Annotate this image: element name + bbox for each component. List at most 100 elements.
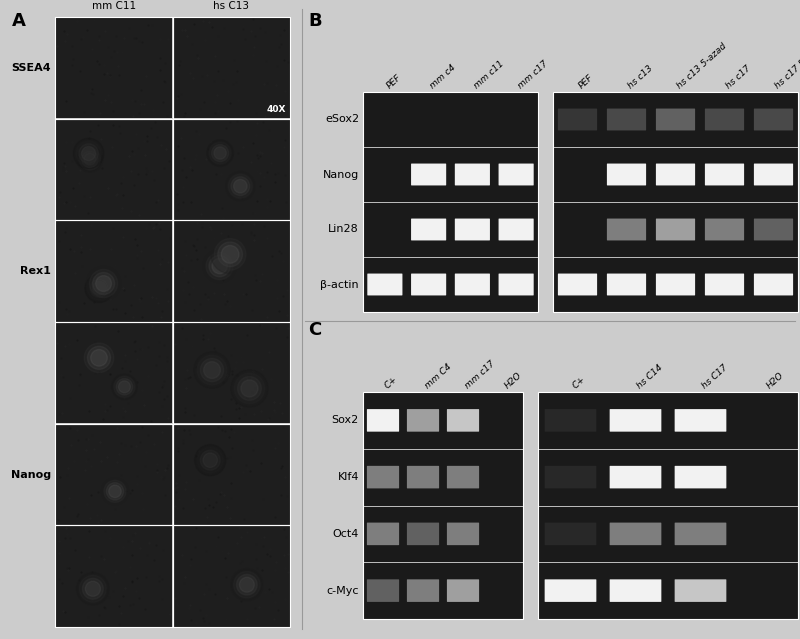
Text: hs c13 5-azad: hs c13 5-azad [675, 41, 729, 90]
Circle shape [74, 138, 104, 169]
Bar [55, 323, 172, 423]
Bar [173, 526, 290, 626]
FancyBboxPatch shape [407, 580, 439, 602]
FancyBboxPatch shape [754, 273, 793, 295]
Circle shape [87, 277, 111, 300]
Text: Nanog: Nanog [11, 470, 51, 479]
FancyBboxPatch shape [455, 219, 490, 240]
Circle shape [197, 355, 227, 385]
Text: hs C13: hs C13 [214, 1, 250, 11]
Text: mm c17: mm c17 [463, 358, 497, 390]
FancyBboxPatch shape [610, 580, 662, 602]
FancyBboxPatch shape [558, 109, 597, 130]
FancyBboxPatch shape [407, 466, 439, 488]
Text: Rex1: Rex1 [20, 266, 51, 276]
Text: Oct4: Oct4 [333, 529, 359, 539]
Circle shape [239, 577, 254, 592]
Bar [173, 17, 290, 118]
Circle shape [203, 249, 236, 282]
FancyBboxPatch shape [558, 273, 597, 295]
Bar [55, 221, 172, 321]
Text: H2O: H2O [503, 370, 524, 390]
Circle shape [204, 362, 220, 378]
Circle shape [82, 151, 98, 167]
Bar [173, 17, 290, 119]
FancyBboxPatch shape [607, 109, 646, 130]
Bar [173, 119, 290, 220]
Circle shape [206, 252, 234, 280]
Bar [553, 92, 798, 312]
Bar [363, 92, 538, 312]
FancyBboxPatch shape [447, 580, 479, 602]
FancyBboxPatch shape [656, 109, 695, 130]
Bar [173, 119, 290, 220]
FancyBboxPatch shape [607, 273, 646, 295]
Circle shape [194, 445, 226, 476]
Circle shape [206, 140, 234, 166]
Circle shape [116, 378, 133, 395]
Circle shape [209, 142, 231, 164]
FancyBboxPatch shape [610, 466, 662, 488]
FancyBboxPatch shape [498, 273, 534, 295]
FancyBboxPatch shape [754, 109, 793, 130]
Bar [173, 323, 290, 423]
Bar [55, 119, 172, 220]
FancyBboxPatch shape [674, 523, 726, 545]
FancyBboxPatch shape [411, 273, 446, 295]
Circle shape [90, 279, 108, 297]
Text: 40X: 40X [266, 105, 286, 114]
Bar [173, 525, 290, 627]
Circle shape [234, 571, 260, 598]
Circle shape [198, 447, 223, 473]
Text: mm c17: mm c17 [516, 59, 550, 90]
Text: Sox2: Sox2 [332, 415, 359, 426]
FancyBboxPatch shape [545, 580, 596, 602]
Text: hs c13: hs c13 [626, 63, 654, 90]
Bar [55, 17, 172, 118]
Text: Nanog: Nanog [322, 169, 359, 180]
Circle shape [211, 235, 250, 273]
Circle shape [81, 340, 117, 376]
Circle shape [77, 573, 110, 605]
Circle shape [118, 381, 130, 393]
Bar [173, 322, 290, 424]
FancyBboxPatch shape [545, 466, 596, 488]
FancyBboxPatch shape [411, 164, 446, 185]
Text: hs c17 5-azad: hs c17 5-azad [774, 41, 800, 90]
Circle shape [200, 450, 220, 470]
Circle shape [102, 478, 129, 505]
Text: C+: C+ [570, 374, 586, 390]
Circle shape [218, 242, 242, 266]
FancyBboxPatch shape [674, 466, 726, 488]
Text: hs c17: hs c17 [725, 63, 753, 90]
Circle shape [230, 569, 263, 601]
Circle shape [77, 146, 102, 172]
Circle shape [203, 453, 218, 467]
Text: hs C14: hs C14 [635, 362, 665, 390]
Circle shape [90, 350, 107, 366]
FancyBboxPatch shape [705, 109, 744, 130]
Circle shape [214, 238, 246, 270]
FancyBboxPatch shape [407, 523, 439, 545]
Circle shape [212, 258, 227, 273]
Text: mm c4: mm c4 [429, 63, 458, 90]
Circle shape [194, 352, 230, 389]
FancyBboxPatch shape [607, 164, 646, 185]
Circle shape [200, 358, 224, 381]
FancyBboxPatch shape [545, 409, 596, 432]
Text: C+: C+ [383, 374, 399, 390]
Bar [55, 525, 173, 627]
Circle shape [234, 373, 265, 404]
Circle shape [93, 282, 106, 295]
Text: A: A [12, 12, 26, 30]
FancyBboxPatch shape [411, 219, 446, 240]
Circle shape [106, 482, 124, 500]
FancyBboxPatch shape [656, 164, 695, 185]
Bar [55, 424, 173, 525]
Circle shape [82, 146, 96, 160]
FancyBboxPatch shape [674, 409, 726, 432]
FancyBboxPatch shape [656, 273, 695, 295]
Text: hs C17: hs C17 [701, 362, 730, 390]
Circle shape [231, 177, 250, 196]
Circle shape [228, 174, 252, 198]
